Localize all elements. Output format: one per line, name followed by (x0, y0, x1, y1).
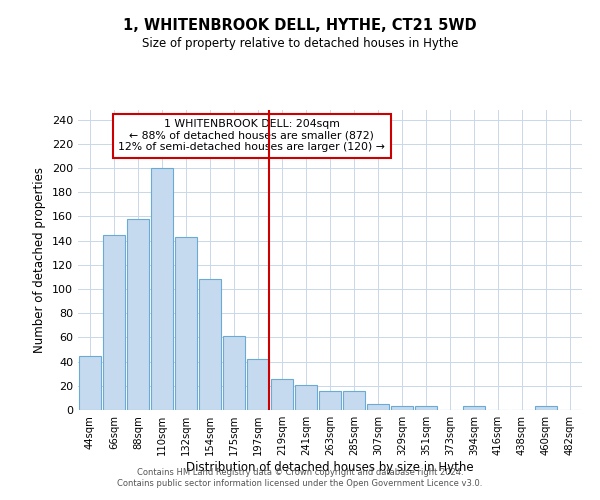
Bar (295, 384, 317, 410)
Bar (391, 406, 413, 410)
Bar (463, 406, 485, 410)
Bar (535, 406, 557, 410)
Bar (271, 378, 293, 410)
Bar (343, 390, 365, 410)
Bar (367, 404, 389, 410)
Y-axis label: Number of detached properties: Number of detached properties (34, 167, 46, 353)
Bar (175, 237, 197, 410)
Text: Size of property relative to detached houses in Hythe: Size of property relative to detached ho… (142, 38, 458, 51)
Bar (151, 168, 173, 410)
Bar (103, 234, 125, 410)
Bar (127, 219, 149, 410)
Text: 1 WHITENBROOK DELL: 204sqm
← 88% of detached houses are smaller (872)
12% of sem: 1 WHITENBROOK DELL: 204sqm ← 88% of deta… (118, 119, 385, 152)
Bar (223, 336, 245, 410)
Bar (415, 406, 437, 410)
Bar (79, 356, 101, 410)
X-axis label: Distribution of detached houses by size in Hythe: Distribution of detached houses by size … (186, 461, 474, 474)
Text: 1, WHITENBROOK DELL, HYTHE, CT21 5WD: 1, WHITENBROOK DELL, HYTHE, CT21 5WD (123, 18, 477, 32)
Bar (319, 390, 341, 410)
Bar (247, 359, 269, 410)
Text: Contains HM Land Registry data © Crown copyright and database right 2024.
Contai: Contains HM Land Registry data © Crown c… (118, 468, 482, 487)
Bar (199, 280, 221, 410)
